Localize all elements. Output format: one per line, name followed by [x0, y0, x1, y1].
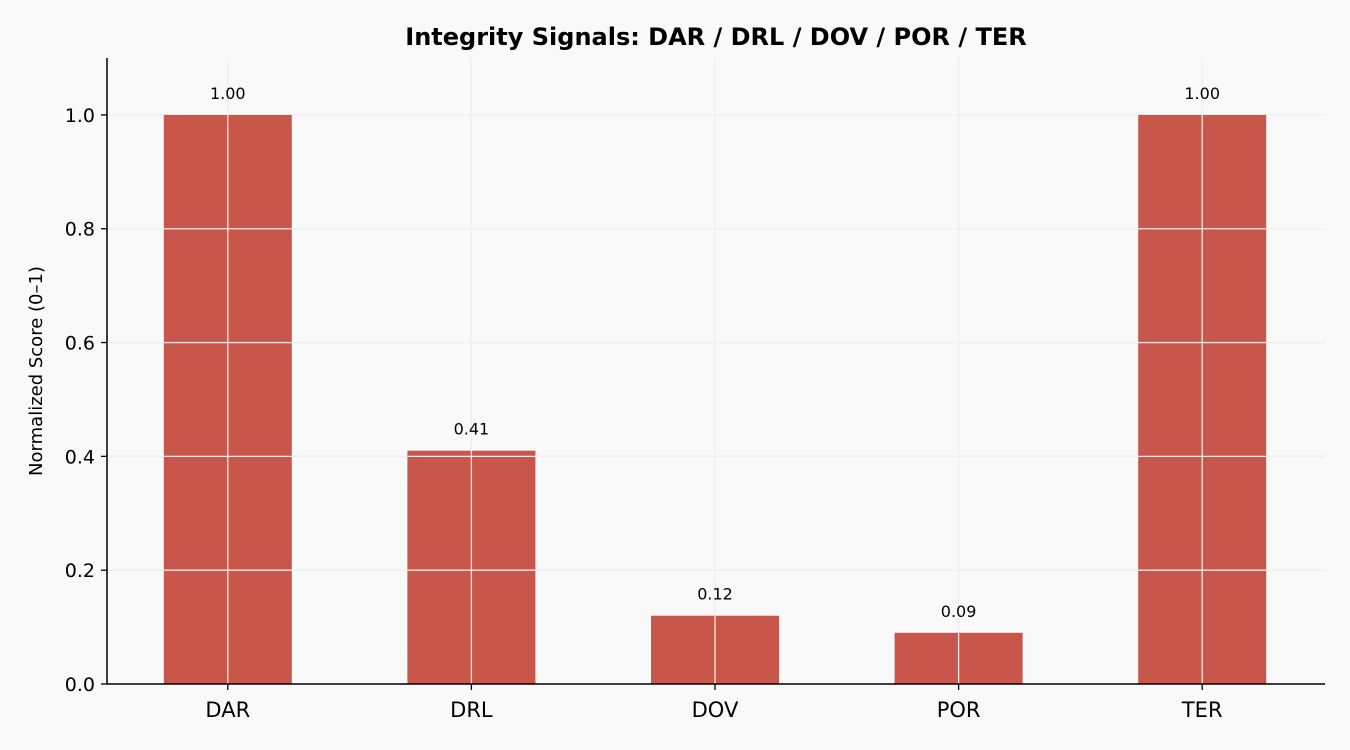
data-label-por: 0.09: [941, 602, 977, 621]
y-tick-label: 0.6: [65, 333, 95, 355]
y-tick-label: 0.2: [65, 560, 95, 582]
data-label-dov: 0.12: [697, 585, 733, 604]
y-tick-label: 0.0: [65, 674, 95, 696]
x-tick-label-dar: DAR: [205, 698, 250, 722]
y-tick-label: 0.4: [65, 446, 95, 468]
data-label-dar: 1.00: [210, 84, 246, 103]
x-tick-label-drl: DRL: [450, 698, 493, 722]
data-label-drl: 0.41: [454, 420, 490, 439]
plot-area: 1.00 0.41 0.12 0.09 1.00 0.0 0.2 0.4 0.6 0.8 1.0 DA…: [65, 58, 1325, 722]
y-tick-label: 1.0: [65, 105, 95, 127]
x-tick-label-por: POR: [937, 698, 981, 722]
data-label-ter: 1.00: [1184, 84, 1220, 103]
y-axis-label: Normalized Score (0–1): [26, 266, 47, 476]
x-tick-label-ter: TER: [1181, 698, 1223, 722]
chart-title: Integrity Signals: DAR / DRL / DOV / POR…: [405, 23, 1026, 51]
y-tick-label: 0.8: [65, 219, 95, 241]
x-tick-label-dov: DOV: [692, 698, 739, 722]
